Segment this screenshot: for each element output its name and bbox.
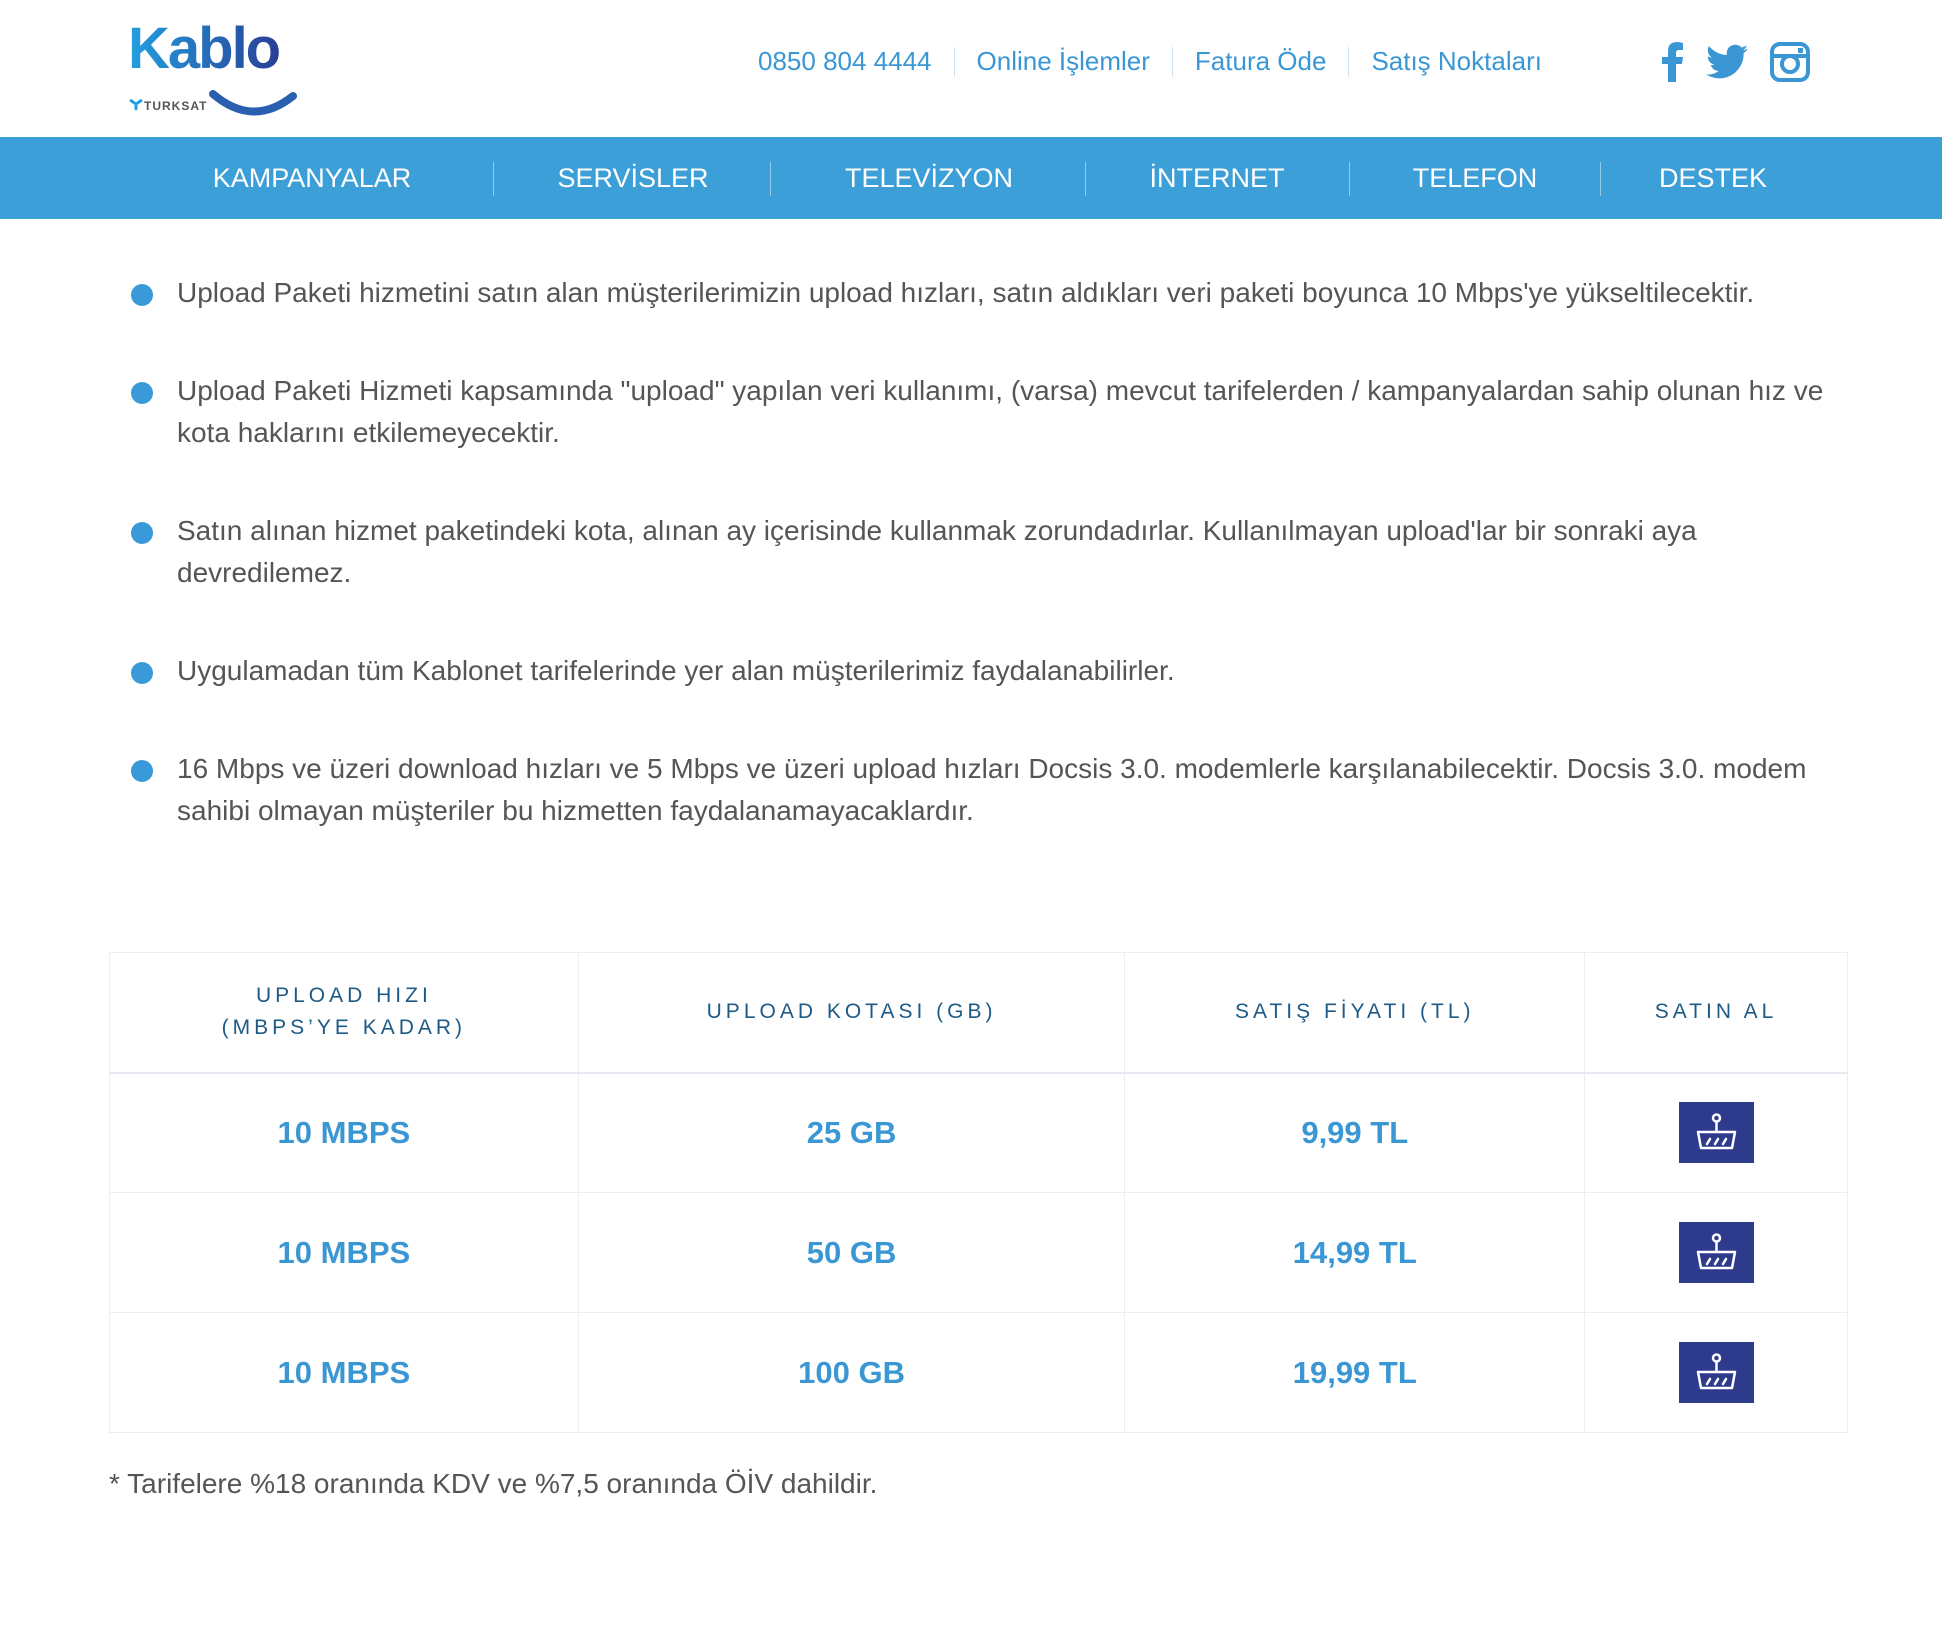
buy-button[interactable] bbox=[1678, 1222, 1754, 1283]
nav-telefon[interactable]: TELEFON bbox=[1412, 163, 1538, 193]
tax-note: * Tarifelere %18 oranında KDV ve %7,5 or… bbox=[109, 1468, 878, 1499]
price-cell: 19,99 TL bbox=[1124, 1312, 1586, 1433]
nav-internet[interactable]: İNTERNET bbox=[1149, 163, 1285, 193]
satis-noktalari-link[interactable]: Satış Noktaları bbox=[1371, 46, 1542, 76]
header-satin-al: SATIN AL bbox=[1584, 952, 1848, 1074]
basket-icon bbox=[1696, 1353, 1736, 1390]
header-line: (MBPS’YE KADAR) bbox=[221, 1016, 467, 1040]
table-row: 10 MBPS 50 GB 14,99 TL bbox=[109, 1192, 1848, 1313]
top-links: 0850 804 4444 Online İşlemler Fatura Öde… bbox=[758, 46, 1542, 77]
nav-destek[interactable]: DESTEK bbox=[1658, 163, 1768, 193]
list-item: Uygulamadan tüm Kablonet tarifelerinde y… bbox=[131, 650, 1851, 692]
facebook-icon[interactable] bbox=[1660, 42, 1684, 82]
buy-cell bbox=[1584, 1072, 1848, 1193]
price-cell: 9,99 TL bbox=[1124, 1072, 1586, 1193]
speed-cell: 10 MBPS bbox=[109, 1192, 579, 1313]
header-line: UPLOAD HIZI bbox=[255, 984, 432, 1008]
instagram-icon[interactable] bbox=[1770, 42, 1810, 82]
main-content: Upload Paketi hizmetini satın alan müşte… bbox=[109, 272, 1849, 1501]
header-upload-hizi: UPLOAD HIZI (MBPS’YE KADAR) bbox=[109, 952, 579, 1074]
buy-cell bbox=[1584, 1312, 1848, 1433]
phone-link[interactable]: 0850 804 4444 bbox=[758, 46, 932, 76]
header-satis-fiyati: SATIŞ FİYATI (TL) bbox=[1124, 952, 1586, 1074]
speed-cell: 10 MBPS bbox=[109, 1072, 579, 1193]
divider bbox=[1349, 162, 1350, 196]
twitter-icon[interactable] bbox=[1706, 44, 1748, 80]
table-row: 10 MBPS 25 GB 9,99 TL bbox=[109, 1072, 1848, 1193]
header-upload-kotasi: UPLOAD KOTASI (GB) bbox=[578, 952, 1126, 1074]
divider bbox=[953, 46, 955, 77]
main-nav: KAMPANYALAR SERVİSLER TELEVİZYON İNTERNE… bbox=[0, 137, 1942, 219]
nav-servisler[interactable]: SERVİSLER bbox=[557, 163, 709, 193]
basket-icon bbox=[1696, 1233, 1736, 1270]
basket-icon bbox=[1696, 1113, 1736, 1150]
quota-cell: 25 GB bbox=[578, 1072, 1126, 1193]
table-header-row: UPLOAD HIZI (MBPS’YE KADAR) UPLOAD KOTASI… bbox=[109, 952, 1848, 1074]
quota-cell: 50 GB bbox=[578, 1192, 1126, 1313]
nav-televizyon[interactable]: TELEVİZYON bbox=[844, 163, 1014, 193]
info-list: Upload Paketi hizmetini satın alan müşte… bbox=[131, 272, 1851, 952]
list-item: Satın alınan hizmet paketindeki kota, al… bbox=[131, 510, 1851, 594]
divider bbox=[1600, 162, 1601, 196]
quota-cell: 100 GB bbox=[578, 1312, 1126, 1433]
divider bbox=[1085, 162, 1086, 196]
list-item: Upload Paketi Hizmeti kapsamında "upload… bbox=[131, 370, 1851, 454]
price-cell: 14,99 TL bbox=[1124, 1192, 1586, 1313]
buy-button[interactable] bbox=[1678, 1342, 1754, 1403]
list-item: Upload Paketi hizmetini satın alan müşte… bbox=[131, 272, 1851, 314]
kablo-logo[interactable]: Kablo TURKSAT bbox=[128, 18, 308, 118]
social-links bbox=[1660, 42, 1810, 82]
svg-text:TURKSAT: TURKSAT bbox=[144, 99, 207, 113]
speed-cell: 10 MBPS bbox=[109, 1312, 579, 1433]
svg-text:Kablo: Kablo bbox=[128, 18, 280, 81]
online-islemler-link[interactable]: Online İşlemler bbox=[976, 46, 1150, 76]
divider bbox=[770, 162, 771, 196]
buy-cell bbox=[1584, 1192, 1848, 1313]
divider bbox=[493, 162, 494, 196]
table-row: 10 MBPS 100 GB 19,99 TL bbox=[109, 1312, 1848, 1433]
nav-kampanyalar[interactable]: KAMPANYALAR bbox=[212, 163, 412, 193]
list-item: 16 Mbps ve üzeri download hızları ve 5 M… bbox=[131, 748, 1851, 832]
upload-packages-table: UPLOAD HIZI (MBPS’YE KADAR) UPLOAD KOTASI… bbox=[109, 952, 1848, 1433]
divider bbox=[1348, 46, 1350, 77]
fatura-ode-link[interactable]: Fatura Öde bbox=[1194, 46, 1327, 76]
buy-button[interactable] bbox=[1678, 1102, 1754, 1164]
divider bbox=[1171, 46, 1173, 77]
